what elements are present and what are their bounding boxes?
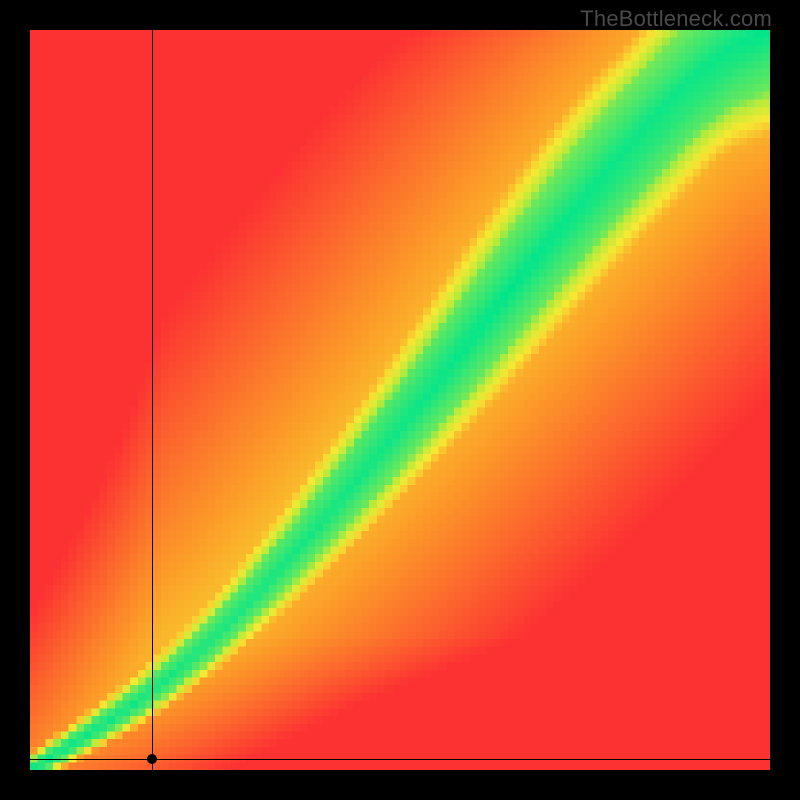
- plot-area: [30, 30, 770, 770]
- marker-dot: [147, 754, 157, 764]
- chart-container: TheBottleneck.com: [0, 0, 800, 800]
- crosshair-horizontal: [30, 759, 770, 760]
- crosshair-vertical: [152, 30, 153, 770]
- watermark-text: TheBottleneck.com: [580, 6, 772, 32]
- heatmap: [30, 30, 770, 770]
